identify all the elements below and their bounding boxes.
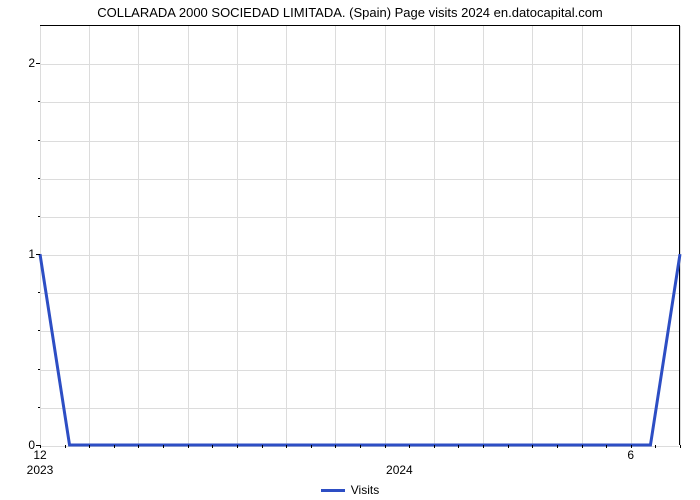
y-minor-tick — [38, 178, 40, 179]
x-minor-tick — [212, 445, 213, 448]
x-tick-label: 12 — [33, 448, 46, 462]
x-minor-tick — [163, 445, 164, 448]
y-tick-label: 2 — [28, 56, 35, 70]
x-minor-tick — [532, 445, 533, 448]
x-minor-tick — [582, 445, 583, 448]
x-minor-tick — [508, 445, 509, 448]
x-minor-tick — [89, 445, 90, 448]
legend-line-icon — [321, 489, 345, 492]
x-minor-tick — [138, 445, 139, 448]
x-minor-tick — [237, 445, 238, 448]
x-minor-tick — [40, 445, 41, 448]
x-sub-label: 2023 — [27, 463, 54, 477]
x-minor-tick — [311, 445, 312, 448]
chart-container: COLLARADA 2000 SOCIEDAD LIMITADA. (Spain… — [0, 0, 700, 500]
line-series — [40, 25, 680, 445]
y-tick-mark — [36, 63, 40, 64]
x-minor-tick — [655, 445, 656, 448]
x-minor-tick — [458, 445, 459, 448]
legend: Visits — [0, 483, 700, 497]
x-minor-tick — [557, 445, 558, 448]
x-minor-tick — [434, 445, 435, 448]
x-minor-tick — [631, 445, 632, 448]
x-minor-tick — [680, 445, 681, 448]
x-minor-tick — [286, 445, 287, 448]
y-tick-label: 1 — [28, 247, 35, 261]
x-minor-tick — [262, 445, 263, 448]
x-minor-tick — [335, 445, 336, 448]
y-tick-mark — [36, 254, 40, 255]
y-minor-tick — [38, 330, 40, 331]
y-minor-tick — [38, 101, 40, 102]
y-minor-tick — [38, 216, 40, 217]
x-minor-tick — [483, 445, 484, 448]
visits-line — [40, 254, 680, 445]
x-minor-tick — [188, 445, 189, 448]
y-minor-tick — [38, 292, 40, 293]
x-minor-tick — [360, 445, 361, 448]
x-minor-tick — [65, 445, 66, 448]
grid-line-v — [680, 26, 681, 445]
x-tick-label: 6 — [627, 448, 634, 462]
x-minor-tick — [409, 445, 410, 448]
x-minor-tick — [114, 445, 115, 448]
x-minor-tick — [606, 445, 607, 448]
x-minor-tick — [385, 445, 386, 448]
x-sub-label: 2024 — [386, 463, 413, 477]
legend-label: Visits — [351, 483, 379, 497]
chart-title: COLLARADA 2000 SOCIEDAD LIMITADA. (Spain… — [0, 5, 700, 20]
y-minor-tick — [38, 140, 40, 141]
y-minor-tick — [38, 407, 40, 408]
y-minor-tick — [38, 369, 40, 370]
